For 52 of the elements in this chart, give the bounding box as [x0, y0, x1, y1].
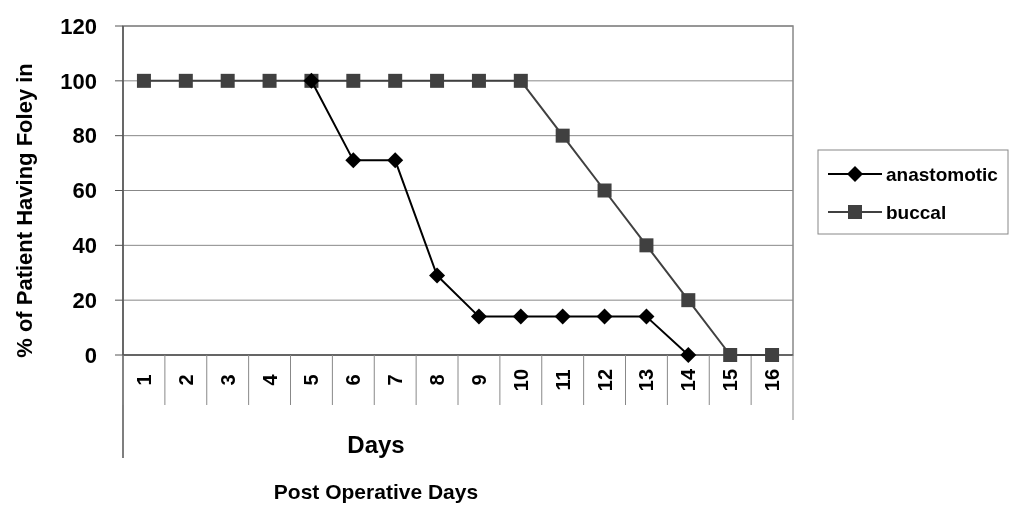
- point: [429, 267, 446, 284]
- point: [471, 73, 486, 88]
- x-tick-label: 11: [551, 369, 574, 391]
- point: [639, 238, 654, 253]
- x-tick-label: 6: [342, 374, 365, 386]
- x-tick-label: 8: [426, 374, 449, 386]
- point: [178, 73, 193, 88]
- point: [387, 152, 404, 169]
- point: [262, 73, 277, 88]
- point: [345, 152, 362, 169]
- y-tick-label: 100: [60, 68, 97, 94]
- x-tick-label: 4: [258, 373, 281, 386]
- x-tick-label: 9: [467, 374, 490, 386]
- x-tick-label: 14: [677, 368, 700, 392]
- x-tick-label: 5: [300, 374, 323, 386]
- x-tick-label: 12: [593, 368, 616, 392]
- legend-label: anastomotic: [886, 163, 999, 185]
- x-tick-label: 15: [719, 368, 742, 392]
- x-tick-label: 3: [216, 374, 239, 386]
- point: [554, 308, 571, 325]
- x-axis-title: Post Operative Days: [273, 480, 479, 503]
- x-tick-label: 16: [761, 368, 784, 392]
- point: [513, 73, 528, 88]
- point: [680, 347, 697, 363]
- x-tick-label: 13: [635, 368, 658, 392]
- y-tick-label: 120: [60, 13, 97, 39]
- point: [136, 73, 151, 88]
- y-axis-title: % of Patient Having Foley in: [12, 63, 37, 358]
- point: [638, 308, 655, 325]
- x-tick-label: 10: [509, 368, 532, 392]
- point: [430, 73, 445, 88]
- point: [681, 293, 696, 308]
- point: [346, 73, 361, 88]
- point: [723, 348, 738, 362]
- point: [765, 348, 780, 362]
- y-tick-label: 0: [84, 342, 97, 368]
- y-tick-label: 60: [72, 178, 97, 204]
- y-tick-label: 40: [72, 233, 97, 259]
- x-tick-label: 1: [132, 374, 155, 386]
- x-tick-label: 7: [384, 374, 407, 386]
- text: Days: [347, 431, 405, 458]
- point: [597, 183, 612, 198]
- point: [220, 73, 235, 88]
- point: [470, 308, 487, 325]
- y-tick-label: 20: [72, 287, 97, 313]
- point: [512, 308, 529, 325]
- legend-label: buccal: [886, 201, 947, 223]
- y-tick-label: 80: [72, 123, 97, 149]
- point: [555, 128, 570, 143]
- point: [596, 308, 613, 325]
- point: [388, 73, 403, 88]
- x-tick-label: 2: [174, 374, 197, 386]
